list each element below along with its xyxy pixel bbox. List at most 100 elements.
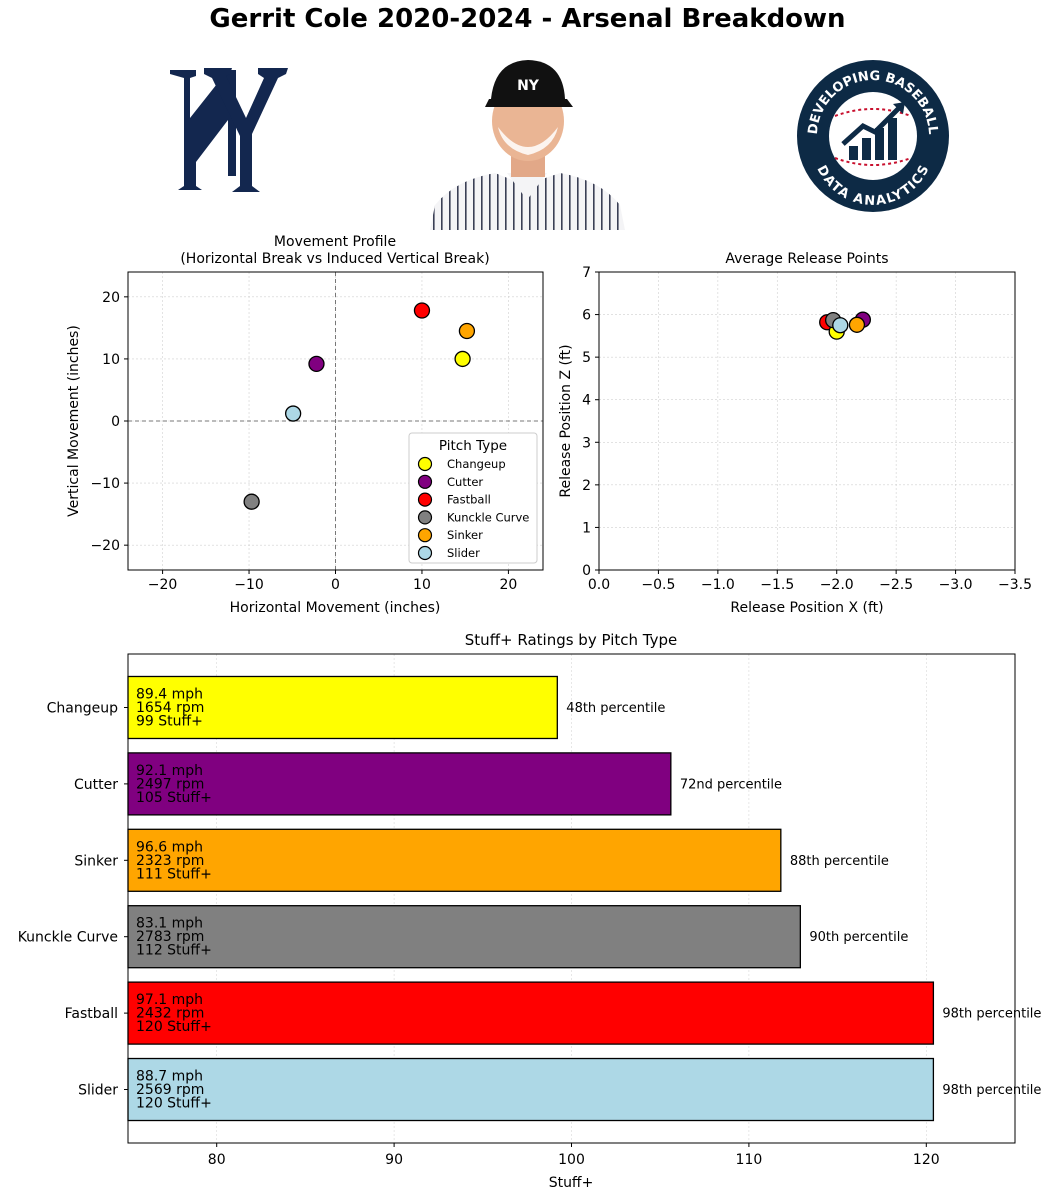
bar-label: 112 Stuff+ — [136, 943, 212, 959]
x-tick-label: 120 — [913, 1152, 940, 1168]
y-tick-label: 0 — [111, 414, 120, 430]
x-tick-label: −1.0 — [701, 577, 735, 593]
player-photo: NY — [425, 55, 630, 230]
x-tick-label: 0.0 — [588, 577, 610, 593]
x-tick-label: −3.5 — [998, 577, 1032, 593]
bar-label: 2497 rpm — [136, 776, 204, 792]
y-tick-label: 1 — [582, 520, 591, 536]
y-axis-label: Release Position Z (ft) — [558, 344, 574, 497]
x-tick-label: −10 — [234, 577, 264, 593]
x-tick-label: 110 — [736, 1152, 763, 1168]
x-axis-label: Horizontal Movement (inches) — [230, 600, 441, 616]
y-tick-label: Changeup — [47, 700, 118, 716]
bar-slider — [127, 1057, 935, 1122]
stuff-chart: 80 90 100 110 120 Stuff+ Ratings by Pitch Typ… — [18, 631, 1042, 1191]
release-chart: 0.0 −0.5 −1.0 −1.5 −2.0 −2.5 −3.0 −3.5 0 1 2 3 4 5 6 7 A… — [558, 251, 1032, 616]
y-tick-label: 20 — [102, 290, 120, 306]
legend-marker — [417, 545, 433, 561]
legend-label: Changeup — [447, 457, 506, 471]
x-tick-label: −1.5 — [760, 577, 794, 593]
y-tick-label: −20 — [90, 538, 120, 554]
x-tick-label: 10 — [413, 577, 431, 593]
x-tick-label: −3.0 — [939, 577, 973, 593]
point-changeup — [454, 350, 471, 368]
bar-sinker — [127, 828, 782, 892]
y-tick-label: 2 — [582, 478, 591, 494]
y-tick-label: Cutter — [74, 777, 118, 793]
y-tick-label: 4 — [582, 393, 591, 409]
y-tick-label: 0 — [582, 563, 591, 579]
point-slider — [284, 405, 302, 422]
team-logo — [150, 58, 300, 208]
bar-changeup — [127, 675, 558, 740]
page-title: Gerrit Cole 2020-2024 - Arsenal Breakdow… — [209, 4, 846, 34]
y-tick-label: 5 — [582, 350, 591, 366]
y-tick-label: Slider — [78, 1083, 118, 1099]
legend-marker — [417, 510, 433, 525]
bar-label: 97.1 mph — [136, 992, 203, 1008]
x-tick-label: −2.0 — [820, 577, 854, 593]
legend: Pitch Type Changeup Cutter Fastball Kunckle … — [408, 432, 538, 564]
bar-label: 83.1 mph — [136, 916, 203, 932]
ny-logo-icon — [170, 68, 288, 192]
x-tick-label: 100 — [558, 1152, 585, 1168]
legend-marker — [417, 474, 433, 489]
legend-marker — [417, 456, 433, 472]
legend-marker — [417, 492, 433, 507]
percentile-label: 98th percentile — [942, 1007, 1041, 1022]
bar-label: 2432 rpm — [136, 1006, 204, 1022]
y-tick-label: 7 — [582, 265, 591, 281]
plot-frame — [598, 271, 1016, 571]
x-axis-label: Release Position X (ft) — [730, 600, 883, 616]
bar-label: 120 Stuff+ — [136, 1019, 212, 1035]
bar-label: 120 Stuff+ — [136, 1096, 212, 1112]
point-sinker — [458, 322, 476, 340]
x-tick-label: −0.5 — [641, 577, 675, 593]
chart-title: Movement Profile — [274, 234, 396, 250]
point-kunckle-curve — [243, 493, 260, 510]
movement-chart: −20 −10 0 10 20 −20 −10 0 10 20 Movement Profile(H… — [66, 234, 544, 616]
point-cutter — [308, 355, 325, 373]
percentile-label: 98th percentile — [942, 1083, 1041, 1098]
bar-fastball — [127, 981, 935, 1045]
percentile-label: 88th percentile — [790, 854, 889, 869]
chart-subtitle: (Horizontal Break vs Induced Vertical Br… — [180, 251, 489, 267]
bar-label: 99 Stuff+ — [136, 713, 203, 729]
bar-label: 2569 rpm — [136, 1082, 204, 1098]
x-axis-label: Stuff+ — [549, 1175, 594, 1191]
bar-label: 92.1 mph — [136, 763, 203, 779]
y-tick-label: Kunckle Curve — [18, 930, 118, 946]
x-tick-label: −20 — [148, 577, 178, 593]
y-axis-label: Vertical Movement (inches) — [66, 325, 82, 517]
point-fastball — [413, 302, 431, 319]
bar-label: 111 Stuff+ — [136, 866, 212, 882]
y-tick-label: Fastball — [65, 1006, 118, 1022]
cap-logo-text: NY — [517, 78, 540, 94]
legend-label: Sinker — [447, 528, 483, 542]
legend-label: Cutter — [447, 475, 483, 489]
legend-label: Fastball — [447, 493, 491, 507]
y-tick-label: −10 — [90, 476, 120, 492]
point-sinker — [848, 316, 866, 333]
percentile-label: 90th percentile — [809, 930, 908, 945]
point-slider — [832, 317, 849, 334]
bar-label: 89.4 mph — [136, 686, 203, 702]
percentile-label: 72nd percentile — [680, 777, 782, 792]
bar-label: 105 Stuff+ — [136, 790, 212, 806]
chart-title: Stuff+ Ratings by Pitch Type — [465, 631, 677, 649]
x-tick-label: 80 — [208, 1152, 226, 1168]
y-tick-label: Sinker — [74, 853, 118, 869]
bar-label: 96.6 mph — [136, 839, 203, 855]
bar-label: 2323 rpm — [136, 853, 204, 869]
bar-kunckle-curve — [127, 905, 801, 969]
chart-title: Average Release Points — [725, 251, 888, 267]
y-tick-label: 3 — [582, 435, 591, 451]
y-tick-label: 6 — [582, 308, 591, 324]
x-tick-label: 0 — [331, 577, 340, 593]
bar-label: 88.7 mph — [136, 1069, 203, 1085]
legend-title: Pitch Type — [439, 438, 507, 454]
x-tick-label: −2.5 — [879, 577, 913, 593]
percentile-label: 48th percentile — [566, 701, 665, 716]
bar-label: 1654 rpm — [136, 700, 204, 716]
legend-label: Slider — [447, 546, 480, 560]
